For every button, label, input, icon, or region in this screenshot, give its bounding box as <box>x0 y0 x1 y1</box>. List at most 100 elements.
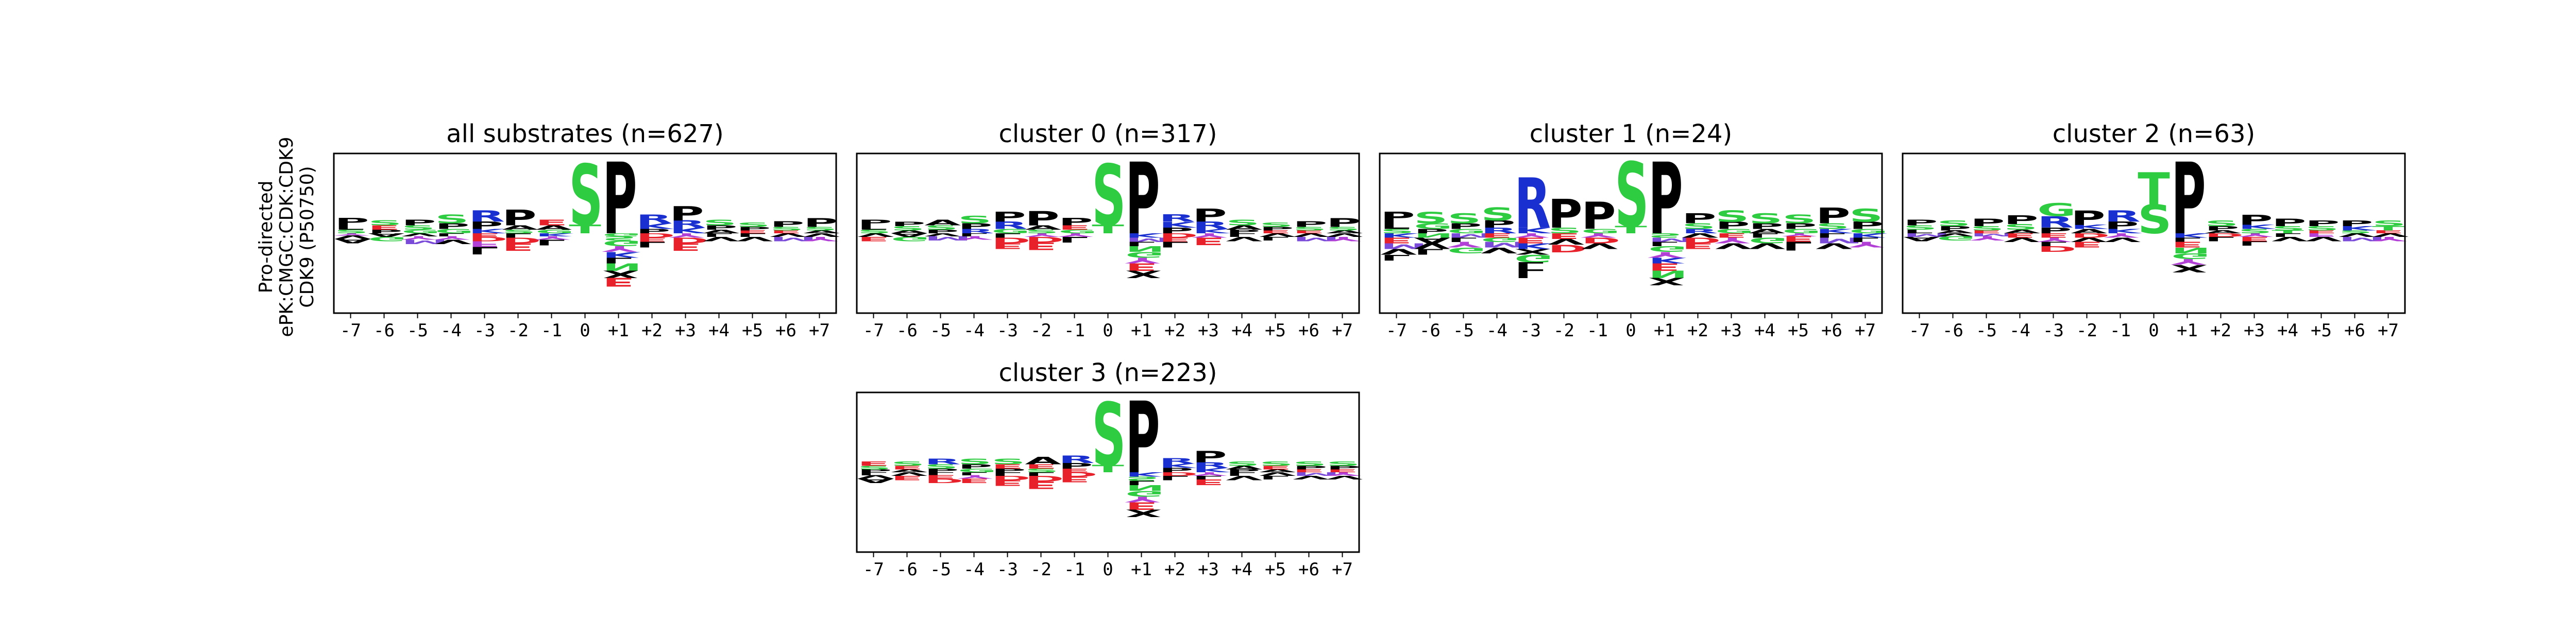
logo-letter-V: V <box>2372 232 2409 238</box>
logo-letter-E: E <box>1058 468 1091 473</box>
logo-letter-A: A <box>1259 469 1296 473</box>
logo-letter-G: G <box>1414 221 1452 231</box>
x-tick-label: -7 <box>1909 320 1930 341</box>
logo-letter-K: K <box>1125 232 1163 238</box>
logo-letter-D: D <box>636 232 675 238</box>
logo-letter-K: K <box>1159 220 1197 230</box>
logo-letter-R: R <box>669 218 706 230</box>
logo-letter-P: P <box>891 221 925 228</box>
row-label-line-1: Pro-directed <box>256 181 277 294</box>
logo-letter-G: G <box>2037 200 2076 220</box>
x-tick-label: -1 <box>541 320 562 341</box>
logo-letter-A: A <box>334 237 371 244</box>
logo-letter-L: L <box>1259 236 1289 242</box>
logo-letter-Y: Y <box>1581 232 1616 238</box>
x-tick-label: -5 <box>1976 320 1997 341</box>
logo-letter-D: D <box>991 236 1030 245</box>
logo-letter-D: D <box>502 236 541 245</box>
logo-letter-V: V <box>1937 232 1974 237</box>
logo-letter-S: S <box>958 457 992 466</box>
logo-letter-V: V <box>891 471 928 477</box>
logo-letter-P: P <box>1849 220 1884 231</box>
logo-letter-D: D <box>2071 232 2110 238</box>
x-tick-label: 0 <box>1103 559 1113 580</box>
logo-letter-S: S <box>857 465 891 471</box>
logo-letter-P: P <box>1159 226 1193 235</box>
logo-letter-F: F <box>2305 232 2337 238</box>
logo-letter-V: V <box>435 238 472 245</box>
logo-letter-A: A <box>924 218 961 227</box>
logo-letter-V: V <box>1481 246 1517 255</box>
logo-letter-K: K <box>1159 462 1197 469</box>
logo-letter-S: S <box>1849 205 1883 226</box>
logo-letter-G: G <box>1782 228 1821 234</box>
logo-letter-E: E <box>891 465 923 471</box>
logo-letter-D: D <box>1682 236 1721 245</box>
logo-letter-P: P <box>1226 469 1260 473</box>
x-tick-label: 0 <box>580 320 590 341</box>
logo-letter-P: P <box>991 209 1026 225</box>
x-tick-label: +3 <box>1198 320 1219 341</box>
logo-letter-P: P <box>991 468 1026 473</box>
x-tick-label: +6 <box>2344 320 2365 341</box>
logo-letter-T: T <box>1092 222 1124 236</box>
logo-letter-L: L <box>1380 253 1410 262</box>
logo-letter-S: S <box>891 460 925 467</box>
logo-letter-G: G <box>401 229 440 234</box>
panel-title: cluster 2 (n=63) <box>2053 119 2255 148</box>
logo-letter-L: L <box>1192 475 1222 480</box>
logo-letter-P: P <box>602 143 637 257</box>
logo-letter-P: P <box>1293 219 1327 229</box>
x-tick-label: -4 <box>2009 320 2030 341</box>
logo-letter-S: S <box>924 225 958 231</box>
logo-letter-S: S <box>2205 219 2239 228</box>
logo-letter-S: S <box>1259 221 1293 228</box>
logo-letter-S: S <box>2338 230 2372 234</box>
logo-letter-G: G <box>1125 250 1164 260</box>
logo-letter-A: A <box>368 232 405 238</box>
x-tick-label: -6 <box>896 559 918 580</box>
logo-letter-Y: Y <box>1648 250 1684 260</box>
logo-letter-K: K <box>602 250 640 260</box>
logo-letter-P: P <box>2272 217 2306 228</box>
logo-letter-K: K <box>1125 471 1163 477</box>
logo-letter-V: V <box>2004 236 2041 243</box>
logo-letter-N: N <box>602 261 642 272</box>
panel-title: all substrates (n=627) <box>446 119 724 148</box>
logo-letter-L: L <box>2272 232 2301 238</box>
logo-letter-X: X <box>602 268 639 280</box>
logo-letter-P: P <box>2238 212 2273 228</box>
logo-letter-P: P <box>1414 228 1448 234</box>
logo-letter-L: L <box>334 225 364 231</box>
logo-letter-Y: Y <box>803 235 838 242</box>
logo-letter-A: A <box>1326 230 1363 234</box>
x-tick-label: -6 <box>1942 320 1963 341</box>
logo-letter-V: V <box>1816 242 1852 251</box>
x-tick-label: -2 <box>1553 320 1574 341</box>
logo-letter-D: D <box>1159 471 1198 477</box>
logo-letter-S: S <box>1092 385 1126 486</box>
logo-letter-L: L <box>991 471 1021 477</box>
logo-letter-T: T <box>2138 163 2170 215</box>
x-tick-label: +6 <box>1821 320 1842 341</box>
logo-letter-L: L <box>502 232 532 238</box>
logo-letter-Y: Y <box>1715 236 1751 245</box>
x-tick-label: +4 <box>1231 559 1252 580</box>
logo-letter-G: G <box>1715 228 1754 234</box>
logo-letter-N: N <box>2171 246 2211 255</box>
logo-letter-L: L <box>1849 236 1879 243</box>
logo-letter-E: E <box>1125 500 1158 511</box>
logo-letter-R: R <box>468 208 505 226</box>
logo-letter-A: A <box>1903 235 1940 242</box>
logo-letter-Y: Y <box>1326 235 1361 242</box>
x-tick-label: -4 <box>963 559 985 580</box>
logo-letter-E: E <box>991 478 1024 488</box>
x-tick-label: +7 <box>2378 320 2399 341</box>
logo-letter-L: L <box>736 232 766 238</box>
logo-letter-D: D <box>1548 243 1587 254</box>
logo-letter-S: S <box>2372 219 2406 228</box>
logo-letter-P: P <box>1192 448 1227 466</box>
x-tick-label: -3 <box>2043 320 2064 341</box>
logo-letter-G: G <box>1125 489 1164 499</box>
logo-letter-Y: Y <box>1192 232 1227 238</box>
